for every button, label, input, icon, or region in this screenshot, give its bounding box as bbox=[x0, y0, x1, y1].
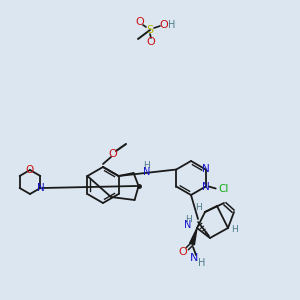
Text: Cl: Cl bbox=[218, 184, 229, 194]
Text: H: H bbox=[232, 226, 238, 235]
Text: O: O bbox=[136, 17, 144, 27]
Text: S: S bbox=[146, 25, 154, 35]
Text: H: H bbox=[198, 258, 206, 268]
Text: H: H bbox=[143, 161, 150, 170]
Text: O: O bbox=[178, 247, 188, 257]
Text: N: N bbox=[37, 183, 44, 193]
Text: O: O bbox=[147, 37, 155, 47]
Text: N: N bbox=[202, 182, 210, 191]
Text: H: H bbox=[196, 202, 202, 211]
Text: O: O bbox=[109, 149, 117, 159]
Text: O: O bbox=[26, 165, 34, 175]
Polygon shape bbox=[190, 228, 197, 245]
Text: O: O bbox=[160, 20, 168, 30]
Text: N: N bbox=[190, 253, 198, 263]
Text: N: N bbox=[202, 164, 210, 175]
Text: N: N bbox=[184, 220, 192, 230]
Text: N: N bbox=[143, 167, 150, 177]
Text: H: H bbox=[184, 214, 191, 224]
Text: H: H bbox=[168, 20, 176, 30]
